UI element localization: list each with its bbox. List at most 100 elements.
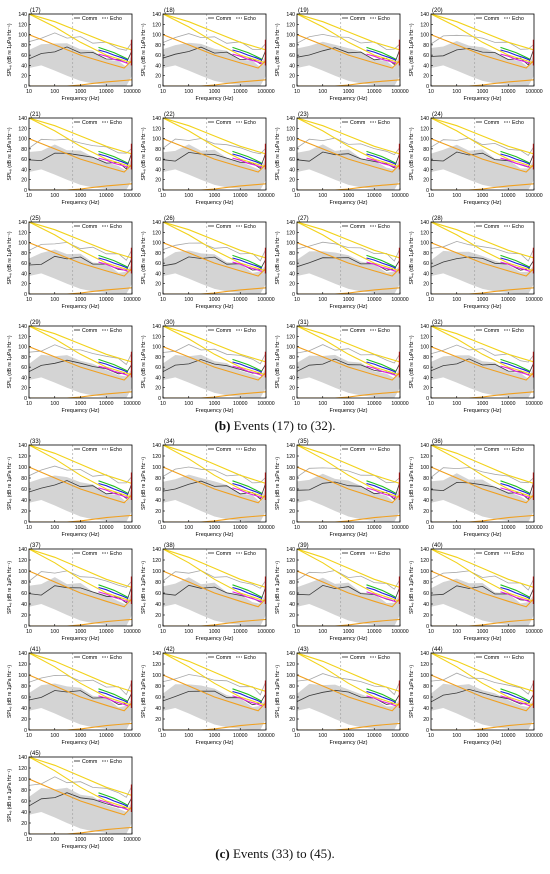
y-tick-label: 120	[18, 22, 27, 28]
series-line	[500, 49, 531, 61]
legend-echo-label: Echo	[244, 224, 256, 230]
x-tick-label: 100	[50, 629, 59, 635]
x-tick-label: 1000	[75, 193, 87, 199]
x-axis-label: Frequency (Hz)	[196, 304, 234, 310]
y-axis-label: SPLₑ (dB re 1μPa Hz⁻¹)	[7, 231, 13, 284]
y-tick-label: 40	[155, 271, 161, 277]
y-tick-label: 120	[420, 334, 429, 340]
series-line	[500, 586, 531, 600]
y-axis-label: SPLₑ (dB re 1μPa Hz⁻¹)	[409, 335, 415, 388]
series-line	[500, 688, 531, 702]
y-tick-label: 140	[18, 116, 27, 122]
y-tick-label: 60	[423, 157, 429, 163]
series-line	[163, 346, 266, 381]
panel-label: (45)	[30, 751, 41, 757]
y-tick-label: 0	[158, 624, 161, 630]
series-band	[163, 250, 266, 294]
y-tick-label: 100	[152, 673, 161, 679]
x-tick-label: 100000	[257, 401, 274, 407]
series-line	[232, 261, 263, 272]
x-axis-label: Frequency (Hz)	[464, 532, 502, 538]
series-line	[29, 326, 132, 363]
x-tick-label: 1000	[477, 401, 489, 407]
series-line	[297, 466, 400, 504]
series-line	[163, 79, 266, 86]
legend-comm-label: Comm	[484, 655, 499, 661]
plot-area	[431, 445, 534, 522]
y-tick-label: 40	[21, 810, 27, 816]
series-line	[431, 570, 534, 608]
y-tick-label: 100	[18, 673, 27, 679]
series-line	[29, 826, 132, 834]
series-line	[500, 150, 531, 164]
series-line	[366, 53, 397, 64]
x-tick-label: 10	[428, 629, 434, 635]
y-axis-label: SPLₑ (dB re 1μPa Hz⁻¹)	[7, 561, 13, 614]
plot-area	[163, 549, 266, 626]
y-tick-label: 60	[289, 157, 295, 163]
panel-18: 0 20 40 60 80 100 120 140 10 100 1000 10000 100000 Fr…	[141, 8, 275, 102]
y-tick-label: 120	[18, 766, 27, 772]
legend-comm-label: Comm	[82, 328, 97, 334]
series-line	[29, 674, 132, 712]
y-tick-label: 40	[155, 706, 161, 712]
y-tick-label: 80	[21, 43, 27, 49]
series-line	[232, 487, 263, 499]
x-axis-label: Frequency (Hz)	[62, 96, 100, 102]
x-axis-label: Frequency (Hz)	[464, 96, 502, 102]
y-axis-label: SPLₑ (dB re 1μPa Hz⁻¹)	[7, 127, 13, 180]
series-line	[431, 672, 534, 695]
series-line	[297, 674, 400, 712]
y-axis-label: SPLₑ (dB re 1μPa Hz⁻¹)	[275, 231, 281, 284]
panel-label: (43)	[298, 647, 309, 653]
x-tick-label: 100000	[391, 733, 408, 739]
series-line	[297, 445, 400, 498]
series-line	[297, 79, 400, 86]
x-tick-label: 100	[318, 525, 327, 531]
x-tick-label: 100000	[525, 525, 542, 531]
y-tick-label: 20	[423, 717, 429, 723]
y-tick-label: 20	[21, 717, 27, 723]
series-line	[297, 346, 400, 381]
series-line	[297, 241, 400, 262]
x-axis-label: Frequency (Hz)	[464, 200, 502, 206]
y-axis-label: SPLₑ (dB re 1μPa Hz⁻¹)	[409, 127, 415, 180]
series-line	[98, 358, 129, 372]
series-line	[163, 242, 266, 262]
y-tick-label: 80	[289, 43, 295, 49]
series-line	[297, 14, 400, 51]
series-line	[297, 326, 400, 376]
y-axis-label: SPLₑ (dB re 1μPa Hz⁻¹)	[141, 231, 147, 284]
panel-label: (17)	[30, 8, 41, 14]
y-tick-label: 0	[426, 520, 429, 526]
panel-label: (33)	[30, 439, 41, 445]
legend-comm-label: Comm	[216, 447, 231, 453]
y-tick-label: 20	[423, 613, 429, 619]
y-tick-label: 20	[155, 717, 161, 723]
y-tick-label: 60	[155, 591, 161, 597]
series-line	[163, 34, 266, 69]
plot-area	[431, 14, 534, 86]
series-line	[29, 14, 132, 51]
y-tick-label: 40	[423, 271, 429, 277]
series-line	[232, 365, 263, 376]
y-tick-label: 60	[423, 53, 429, 59]
y-tick-label: 140	[18, 443, 27, 449]
y-tick-label: 140	[152, 116, 161, 122]
plot-area	[163, 326, 266, 398]
series-line	[232, 150, 263, 164]
panel-29: 0 20 40 60 80 100 120 140 10 100 1000 10000 100000 Fr…	[7, 320, 141, 414]
panel-43: 0 20 40 60 80 100 120 140 10 100 1000 10000 100000 Fr…	[275, 647, 409, 746]
caption-c-text: Events (33) to (45).	[229, 846, 335, 861]
x-tick-label: 10	[294, 629, 300, 635]
y-axis-label: SPLₑ (dB re 1μPa Hz⁻¹)	[409, 231, 415, 284]
y-tick-label: 60	[21, 799, 27, 805]
y-axis-label: SPLₑ (dB re 1μPa Hz⁻¹)	[409, 665, 415, 718]
y-tick-label: 80	[289, 684, 295, 690]
y-tick-label: 100	[286, 137, 295, 143]
x-tick-label: 10	[294, 401, 300, 407]
x-axis-label: Frequency (Hz)	[464, 304, 502, 310]
series-line	[297, 570, 400, 608]
series-line	[297, 467, 400, 484]
x-tick-label: 10000	[501, 629, 516, 635]
